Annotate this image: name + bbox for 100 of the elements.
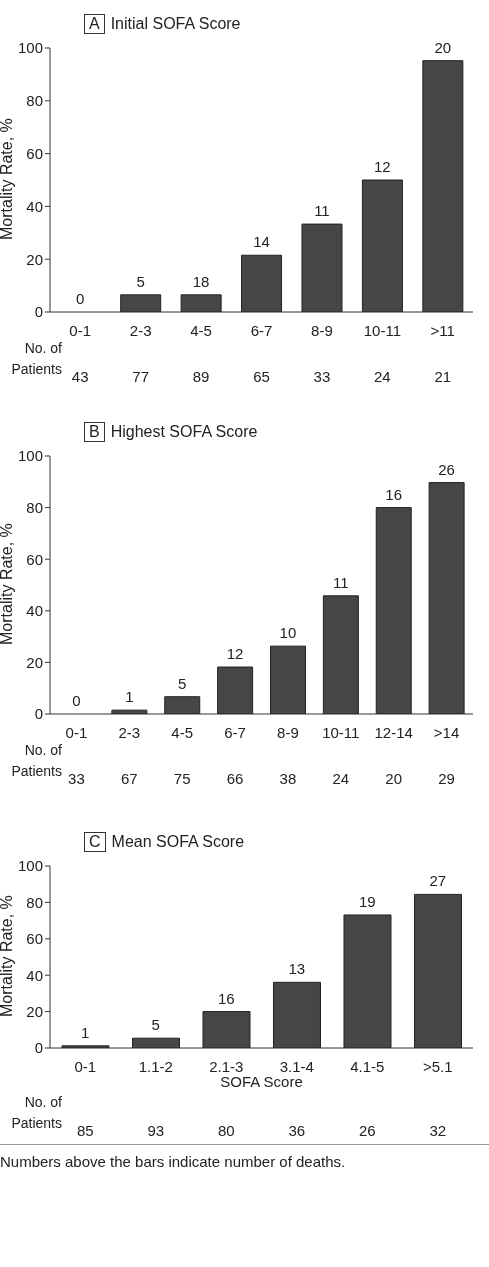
text: 43 bbox=[71, 368, 89, 385]
chart-title: Highest SOFA Score bbox=[110, 423, 258, 441]
bar bbox=[301, 223, 343, 312]
bar bbox=[361, 179, 403, 312]
y-axis-title: Mortality Rate, % bbox=[0, 118, 15, 240]
bar bbox=[269, 645, 306, 714]
annotation: 18 bbox=[192, 272, 210, 290]
annotation: 26 bbox=[438, 460, 455, 478]
text: 36 bbox=[288, 1122, 306, 1139]
annotation: 0 bbox=[72, 692, 81, 709]
chart-title: Initial SOFA Score bbox=[110, 15, 241, 33]
text: 24 bbox=[374, 368, 391, 385]
x-tick-label: 12-14 bbox=[374, 724, 413, 741]
bar bbox=[422, 60, 464, 312]
text: 80 bbox=[217, 1122, 235, 1139]
text: 75 bbox=[173, 770, 191, 787]
annotation: 5 bbox=[136, 272, 145, 290]
annotation: 11 bbox=[333, 573, 349, 591]
y-tick-label: 80 bbox=[26, 893, 43, 911]
x-tick-label: 4-5 bbox=[171, 724, 194, 741]
text: No. of Patients bbox=[10, 339, 62, 379]
text: 33 bbox=[68, 770, 85, 787]
y-tick-label: 40 bbox=[26, 966, 43, 984]
y-tick-label: 40 bbox=[26, 197, 43, 215]
bar bbox=[241, 254, 283, 312]
y-tick-label: 60 bbox=[26, 144, 43, 162]
y-tick-label: 100 bbox=[17, 39, 43, 57]
text: 20 bbox=[385, 770, 403, 787]
x-tick-label: >5.1 bbox=[422, 1058, 453, 1075]
annotation: 12 bbox=[374, 158, 391, 175]
annotation: 27 bbox=[429, 872, 447, 890]
text: 26 bbox=[358, 1122, 376, 1139]
annotation: 5 bbox=[151, 1016, 160, 1034]
chart-title: Mean SOFA Score bbox=[111, 833, 245, 851]
text: C bbox=[84, 832, 106, 852]
bar bbox=[428, 482, 465, 714]
text: 21 bbox=[434, 368, 452, 385]
annotation: 0 bbox=[76, 290, 85, 307]
annotation: 16 bbox=[217, 989, 235, 1007]
x-tick-label: >11 bbox=[430, 322, 455, 339]
bar bbox=[375, 507, 412, 714]
text: 67 bbox=[120, 770, 138, 787]
y-tick-label: 0 bbox=[34, 303, 43, 321]
y-tick-label: 20 bbox=[26, 250, 43, 268]
x-tick-label: 0-1 bbox=[65, 724, 88, 741]
x-tick-label: 4-5 bbox=[190, 322, 212, 339]
x-tick-label: 1.1-2 bbox=[138, 1058, 173, 1075]
text: 24 bbox=[332, 770, 350, 787]
x-tick-label: 4.1-5 bbox=[350, 1058, 385, 1075]
y-tick-label: 0 bbox=[34, 1039, 43, 1057]
annotation: 16 bbox=[385, 485, 403, 503]
text: Numbers above the bars indicate number of deaths. bbox=[0, 1153, 347, 1170]
x-tick-label: 10-11 bbox=[363, 322, 401, 339]
text: A bbox=[84, 14, 105, 34]
text: 85 bbox=[76, 1122, 94, 1139]
y-tick-label: 100 bbox=[17, 447, 43, 465]
x-tick-label: 3.1-4 bbox=[279, 1058, 314, 1075]
annotation: 14 bbox=[253, 233, 270, 251]
y-tick-label: 80 bbox=[26, 498, 43, 516]
x-tick-label: 0-1 bbox=[74, 1058, 97, 1075]
bar bbox=[111, 709, 148, 714]
y-axis-title: Mortality Rate, % bbox=[0, 523, 15, 645]
y-tick-label: 60 bbox=[26, 930, 43, 948]
text: 93 bbox=[147, 1122, 165, 1139]
text: 65 bbox=[253, 368, 270, 385]
bar bbox=[202, 1011, 251, 1048]
x-tick-label: 8-9 bbox=[277, 724, 299, 741]
y-tick-label: 40 bbox=[26, 602, 43, 620]
text: No. of Patients bbox=[10, 1093, 62, 1133]
annotation: 11 bbox=[314, 202, 330, 220]
y-tick-label: 60 bbox=[26, 550, 43, 568]
y-tick-label: 100 bbox=[17, 857, 43, 875]
x-tick-label: 2-3 bbox=[129, 322, 152, 339]
bar bbox=[272, 981, 321, 1048]
x-tick-label: 6-7 bbox=[250, 322, 273, 339]
annotation: 1 bbox=[125, 688, 134, 706]
bar bbox=[180, 294, 222, 312]
x-tick-label: 8-9 bbox=[311, 322, 333, 339]
y-axis-title: Mortality Rate, % bbox=[0, 895, 15, 1017]
text: 38 bbox=[279, 770, 297, 787]
y-tick-label: 20 bbox=[26, 1002, 43, 1020]
annotation: 12 bbox=[226, 645, 244, 663]
text: 77 bbox=[132, 368, 149, 385]
x-tick-label: >14 bbox=[433, 724, 460, 741]
x-axis-title: SOFA Score bbox=[220, 1072, 303, 1090]
text: 29 bbox=[438, 770, 455, 787]
x-tick-label: 2-3 bbox=[118, 724, 141, 741]
bar bbox=[120, 294, 162, 312]
text: No. of Patients bbox=[10, 741, 62, 781]
text: 32 bbox=[429, 1122, 447, 1139]
annotation: 10 bbox=[279, 624, 297, 642]
text: 66 bbox=[226, 770, 244, 787]
x-tick-label: 10-11 bbox=[322, 724, 360, 741]
annotation: 5 bbox=[178, 674, 187, 692]
x-tick-label: 0-1 bbox=[69, 322, 92, 339]
bar bbox=[217, 666, 254, 714]
annotation: 1 bbox=[81, 1023, 90, 1041]
x-tick-label: 2.1-3 bbox=[209, 1058, 244, 1075]
y-tick-label: 0 bbox=[34, 705, 43, 723]
bar bbox=[322, 595, 359, 714]
